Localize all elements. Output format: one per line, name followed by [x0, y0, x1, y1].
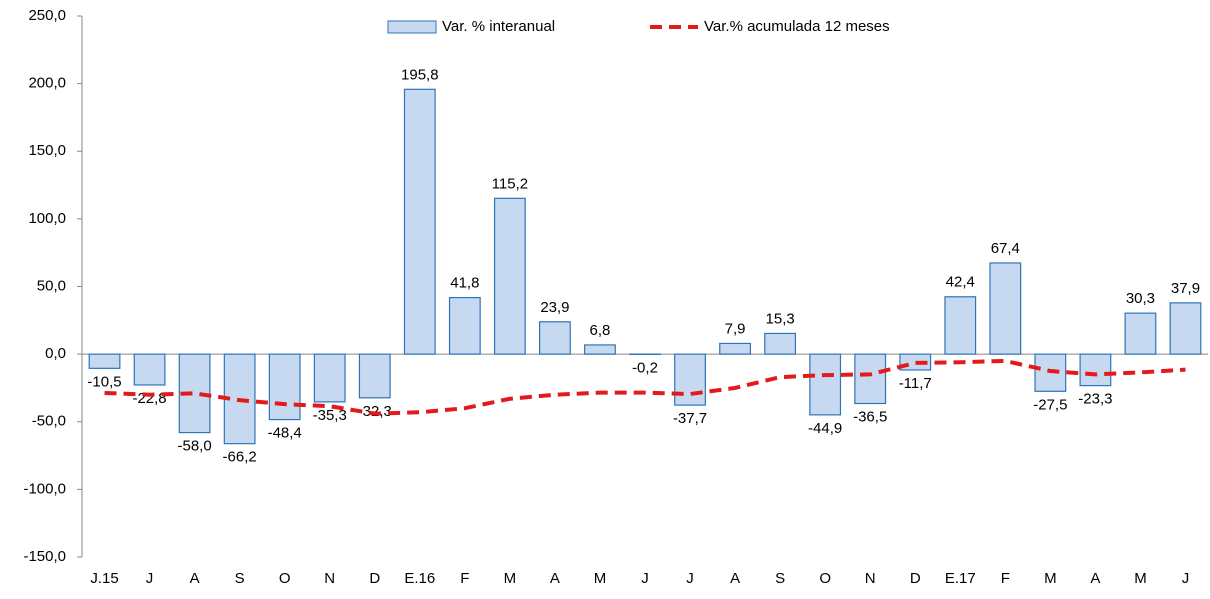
- x-tick-label: J: [641, 570, 649, 587]
- bar: [134, 354, 165, 385]
- bar: [945, 297, 976, 354]
- x-tick-label: O: [819, 570, 831, 587]
- x-tick-label: M: [1134, 570, 1147, 587]
- y-tick-label: 150,0: [28, 142, 66, 159]
- value-label: -48,4: [268, 425, 302, 442]
- y-tick-label: 200,0: [28, 75, 66, 92]
- y-tick-label: -100,0: [23, 480, 66, 497]
- value-label: -0,2: [632, 359, 658, 376]
- x-tick-label: M: [1044, 570, 1057, 587]
- value-label: 37,9: [1171, 280, 1200, 297]
- value-label: -66,2: [223, 449, 257, 466]
- x-tick-label: J.15: [90, 570, 118, 587]
- y-tick-label: 50,0: [37, 277, 66, 294]
- value-label: -32,3: [358, 403, 392, 420]
- value-label: -44,9: [808, 420, 842, 437]
- x-tick-label: A: [550, 570, 560, 587]
- x-tick-label: S: [235, 570, 245, 587]
- bar: [540, 322, 571, 354]
- bar: [495, 198, 526, 354]
- x-tick-label: O: [279, 570, 291, 587]
- x-tick-label: S: [775, 570, 785, 587]
- y-tick-label: -50,0: [32, 413, 66, 430]
- value-label: 115,2: [492, 175, 528, 192]
- value-label: -36,5: [853, 408, 887, 425]
- y-tick-label: 250,0: [28, 7, 66, 24]
- x-tick-label: A: [1090, 570, 1100, 587]
- value-label: -11,7: [899, 375, 932, 392]
- x-tick-label: J: [686, 570, 694, 587]
- x-tick-label: M: [504, 570, 517, 587]
- value-label: 42,4: [946, 274, 975, 291]
- x-tick-label: F: [1001, 570, 1010, 587]
- value-label: -10,5: [87, 373, 121, 390]
- x-tick-label: D: [910, 570, 921, 587]
- value-label: 23,9: [540, 299, 569, 316]
- x-tick-label: N: [324, 570, 335, 587]
- x-tick-label: F: [460, 570, 469, 587]
- x-tick-label: A: [730, 570, 740, 587]
- value-label: 195,8: [401, 66, 439, 83]
- legend-label: Var. % interanual: [442, 18, 555, 35]
- legend-label: Var.% acumulada 12 meses: [704, 18, 890, 35]
- value-label: 41,8: [450, 275, 479, 292]
- value-label: -23,3: [1078, 391, 1112, 408]
- x-tick-label: M: [594, 570, 607, 587]
- x-tick-label: J: [146, 570, 154, 587]
- value-label: 67,4: [991, 240, 1020, 257]
- value-label: -58,0: [177, 438, 211, 455]
- bar: [810, 354, 841, 415]
- bar: [89, 354, 120, 368]
- legend-swatch: [388, 21, 436, 33]
- bar: [450, 298, 481, 355]
- value-label: -37,7: [673, 410, 707, 427]
- bar: [404, 89, 435, 354]
- x-tick-label: D: [369, 570, 380, 587]
- bar: [765, 333, 796, 354]
- x-tick-label: E.17: [945, 570, 976, 587]
- value-label: 15,3: [766, 310, 795, 327]
- value-label: 30,3: [1126, 290, 1155, 307]
- x-tick-label: E.16: [404, 570, 435, 587]
- bar: [675, 354, 706, 405]
- bar: [585, 345, 616, 354]
- bar: [855, 354, 886, 403]
- bar: [1125, 313, 1156, 354]
- bar: [1080, 354, 1111, 386]
- value-label: 7,9: [725, 320, 746, 337]
- x-tick-label: J: [1182, 570, 1190, 587]
- bar: [269, 354, 300, 419]
- bar: [990, 263, 1021, 354]
- bar: [359, 354, 390, 398]
- x-tick-label: A: [190, 570, 200, 587]
- y-tick-label: 0,0: [45, 345, 66, 362]
- y-tick-label: -150,0: [23, 548, 66, 565]
- x-tick-label: N: [865, 570, 876, 587]
- bar: [720, 343, 751, 354]
- y-tick-label: 100,0: [28, 210, 66, 227]
- value-label: 6,8: [590, 322, 611, 339]
- bar: [1170, 303, 1201, 354]
- value-label: -27,5: [1033, 396, 1067, 413]
- bar: [314, 354, 345, 402]
